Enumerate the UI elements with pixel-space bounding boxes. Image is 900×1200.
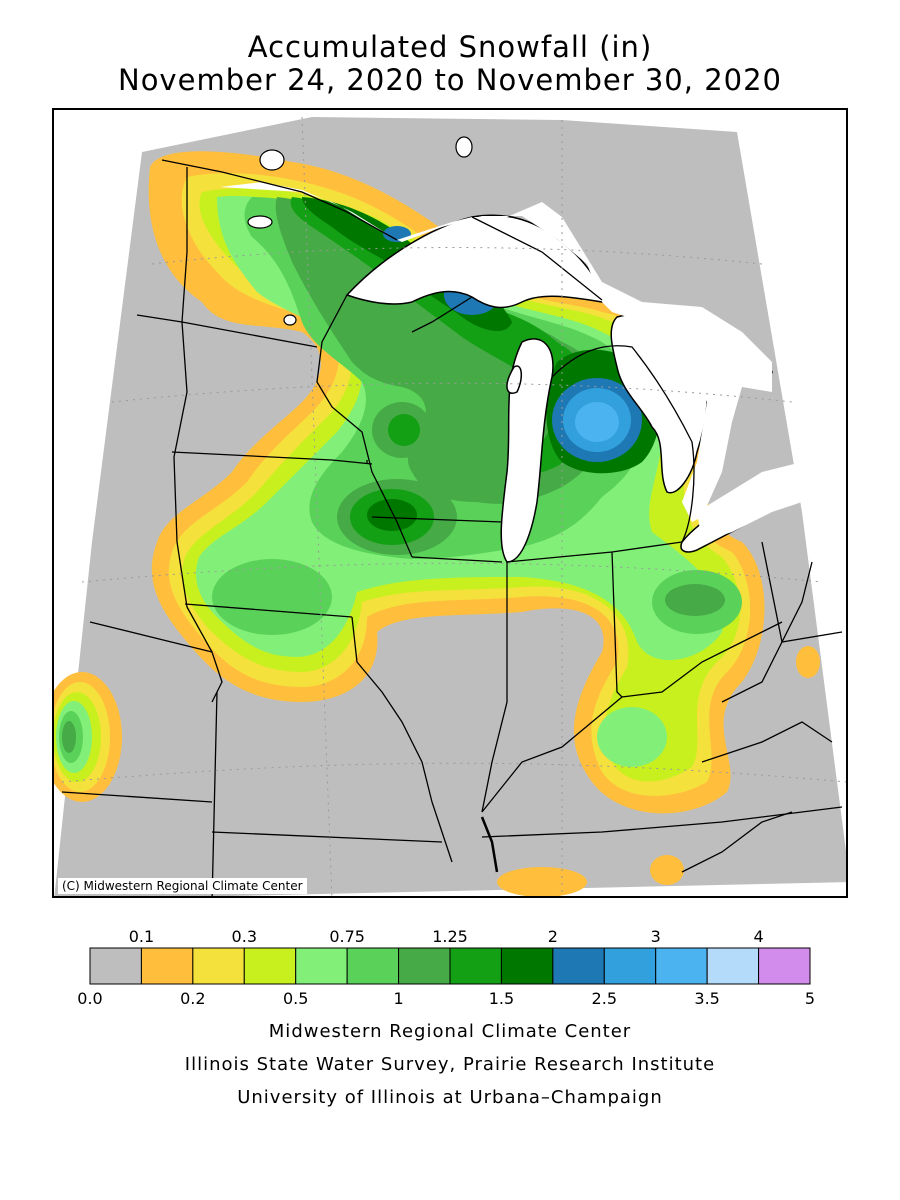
- legend-bottom-label: 2.5: [592, 989, 617, 1005]
- color-legend: 0.1 0.3 0.75 1.25 2 3 4 0.0 0.2 0.5 1 1.5 2.5 3.5 5: [77, 927, 815, 1005]
- legend-bottom-label: 0.2: [180, 989, 205, 1005]
- legend-bin: [552, 947, 605, 985]
- contour-1-oh: [665, 584, 725, 616]
- credit-line-3: University of Illinois at Urbana–Champai…: [237, 1087, 663, 1108]
- legend-bin: [449, 947, 502, 985]
- legend-bins: [89, 947, 811, 985]
- contour-0-5-ky: [597, 707, 667, 767]
- legend-top-label: 4: [753, 927, 763, 946]
- ontario-peninsula: [697, 462, 802, 542]
- legend-top-label: 0.75: [329, 927, 365, 946]
- legend-bin: [89, 947, 142, 985]
- legend-top-label: 2: [548, 927, 558, 946]
- legend-bin: [758, 947, 811, 985]
- contour-1-5-ia: [367, 499, 417, 531]
- legend-bin: [295, 947, 348, 985]
- credit-line-2: Illinois State Water Survey, Prairie Res…: [184, 1054, 716, 1075]
- legend-bottom-label: 0.0: [77, 989, 102, 1005]
- contour-0-1-se: [650, 855, 684, 885]
- contour-1-w: [62, 721, 76, 753]
- map-title-line2: November 24, 2020 to November 30, 2020: [118, 63, 782, 97]
- legend-bin: [140, 947, 194, 985]
- copyright-notice: (C) Midwestern Regional Climate Center: [58, 878, 307, 894]
- legend-bin: [243, 947, 297, 985]
- legend-bottom-label: 1.5: [489, 989, 514, 1005]
- islands: [247, 136, 473, 326]
- legend-bin: [398, 947, 451, 985]
- legend-bin: [192, 947, 245, 985]
- contour-3-mi: [575, 402, 619, 442]
- legend-bottom-label: 0.5: [283, 989, 308, 1005]
- gridlines: [61, 116, 846, 896]
- map-title-line1: Accumulated Snowfall (in): [247, 30, 653, 64]
- legend-top-label: 3: [651, 927, 661, 946]
- contour-0-1-e: [796, 646, 820, 678]
- contour-0-75-sw: [212, 559, 332, 635]
- green-bay: [506, 365, 522, 394]
- legend-bottom-labels: 0.0 0.2 0.5 1 1.5 2.5 3.5 5: [77, 989, 815, 1005]
- legend-top-label: 1.25: [432, 927, 468, 946]
- contour-0-1-s: [497, 867, 587, 896]
- legend-bin: [706, 947, 760, 985]
- great-lakes: [220, 182, 802, 563]
- legend-bin: [655, 947, 708, 985]
- credit-line-1: Midwestern Regional Climate Center: [268, 1021, 632, 1042]
- legend-top-label: 0.3: [232, 927, 257, 946]
- legend-top-label: 0.1: [129, 927, 154, 946]
- legend-bin: [500, 947, 554, 985]
- legend-top-labels: 0.1 0.3 0.75 1.25 2 3 4: [129, 927, 764, 946]
- snowfall-map: (C) Midwestern Regional Climate Center: [52, 108, 848, 898]
- legend-bottom-label: 5: [805, 989, 815, 1005]
- legend-bin: [346, 947, 400, 985]
- legend-bottom-label: 3.5: [694, 989, 719, 1005]
- contour-1-25-mn: [388, 414, 420, 446]
- state-borders: [61, 159, 843, 896]
- legend-bin: [603, 947, 657, 985]
- legend-bottom-label: 1: [393, 989, 403, 1005]
